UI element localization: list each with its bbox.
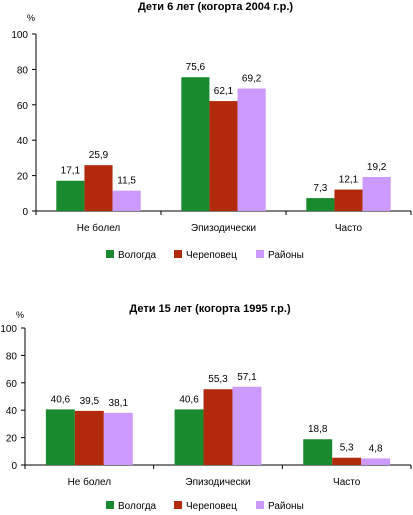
bar — [174, 409, 204, 465]
data-label: 5,3 — [340, 443, 354, 454]
y-tick-label: 20 — [6, 434, 18, 445]
y-axis-unit-label: % — [27, 13, 35, 23]
data-label: 40,6 — [179, 394, 199, 405]
bar — [303, 439, 333, 465]
data-label: 75,6 — [186, 62, 206, 73]
chart-title: Дети 6 лет (когорта 2004 г.р.) — [138, 1, 293, 13]
y-tick-label: 80 — [17, 65, 29, 76]
x-category-label: Не болел — [77, 222, 121, 234]
chart-15-years: Дети 15 лет (когорта 1995 г.р.)% 0 20 40 60 8… — [0, 303, 412, 512]
data-label: 25,9 — [89, 150, 109, 161]
data-label: 11,5 — [117, 176, 136, 187]
legend-swatch — [174, 501, 182, 509]
data-label: 17,1 — [61, 166, 81, 177]
y-tick-label: 100 — [0, 324, 17, 335]
data-label: 19,2 — [367, 162, 387, 173]
legend-swatch — [174, 250, 182, 258]
y-tick-label: 80 — [6, 351, 18, 362]
legend-label: Череповец — [186, 250, 237, 261]
data-label: 55,3 — [208, 374, 228, 385]
bar — [103, 412, 133, 465]
x-category-label: Эпизодически — [185, 477, 250, 488]
bar — [334, 189, 363, 211]
bar — [56, 180, 85, 211]
legend-swatch — [106, 501, 114, 509]
data-label: 4,8 — [369, 443, 383, 454]
y-tick-label: 40 — [17, 136, 29, 147]
data-label: 12,1 — [339, 175, 359, 186]
bar — [203, 389, 233, 465]
y-tick-label: 0 — [22, 207, 28, 218]
bar — [237, 88, 266, 211]
legend-label: Районы — [268, 250, 304, 261]
legend-swatch — [106, 250, 114, 258]
bar — [45, 409, 75, 465]
y-tick-label: 60 — [6, 379, 18, 390]
data-label: 40,6 — [51, 394, 71, 405]
chart-title: Дети 15 лет (когорта 1995 г.р.) — [129, 303, 291, 315]
x-category-label: Часто — [333, 477, 361, 488]
bar — [181, 77, 210, 211]
y-axis-unit-label: % — [16, 310, 24, 320]
bar — [232, 386, 262, 465]
bar — [306, 198, 335, 211]
chart-6-years: Дети 6 лет (когорта 2004 г.р.)% 0 20 40 60 80… — [11, 1, 412, 261]
bar — [332, 457, 362, 465]
data-label: 7,3 — [313, 183, 327, 194]
x-category-label: Эпизодически — [191, 223, 256, 234]
data-label: 18,8 — [308, 424, 328, 435]
data-label: 38,1 — [109, 398, 129, 409]
y-tick-label: 0 — [11, 461, 17, 472]
x-category-label: Не болел — [68, 476, 112, 488]
y-tick-label: 20 — [17, 172, 29, 183]
bar — [361, 458, 391, 465]
data-label: 62,1 — [214, 86, 234, 97]
y-tick-label: 100 — [11, 30, 28, 41]
legend-label: Череповец — [186, 501, 237, 512]
legend-label: Вологда — [118, 250, 157, 261]
bar — [209, 101, 238, 211]
legend-swatch — [256, 250, 264, 258]
data-label: 57,1 — [237, 372, 257, 383]
bar — [112, 190, 141, 211]
legend-swatch — [256, 501, 264, 509]
x-category-label: Часто — [335, 223, 363, 234]
bar — [84, 165, 113, 211]
data-label: 39,5 — [80, 396, 100, 407]
legend-label: Районы — [268, 501, 304, 512]
data-label: 69,2 — [242, 74, 262, 85]
bar — [362, 177, 391, 211]
y-tick-label: 40 — [6, 406, 18, 417]
bar — [74, 410, 104, 465]
legend-label: Вологда — [118, 501, 157, 512]
y-tick-label: 60 — [17, 101, 29, 112]
